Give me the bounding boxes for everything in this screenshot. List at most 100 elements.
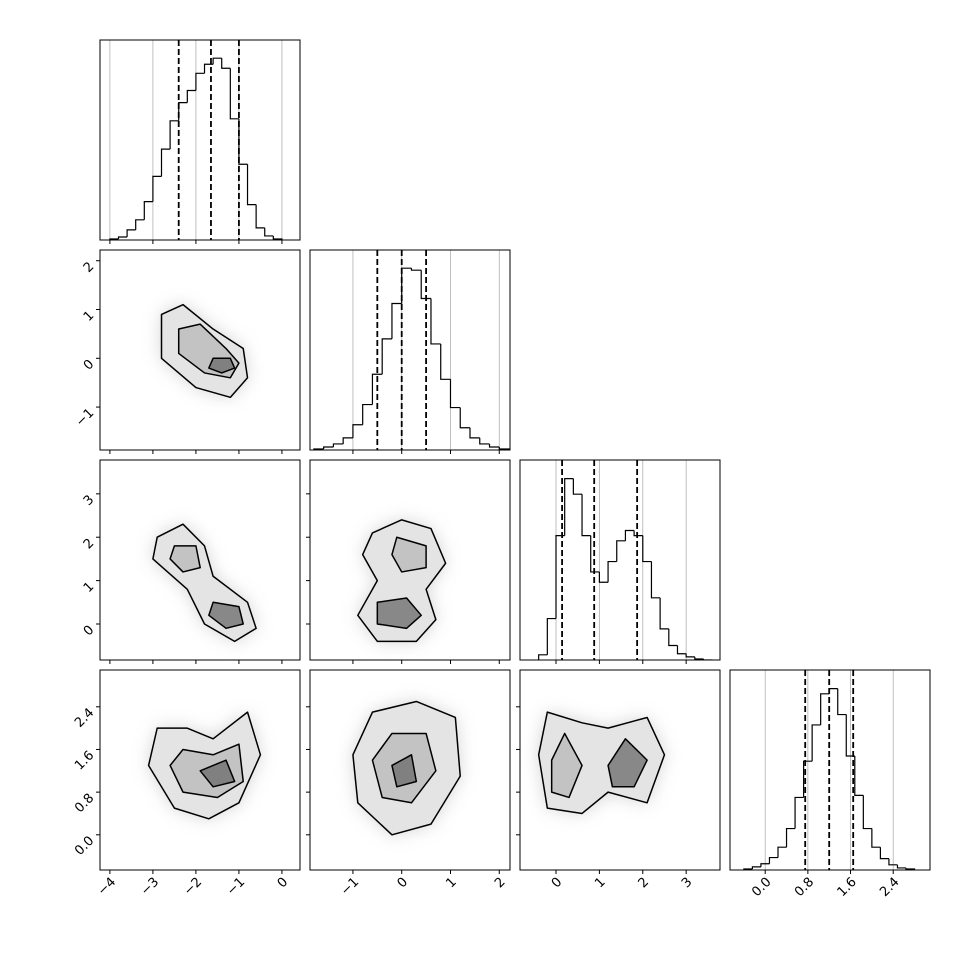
- hist-bin: [564, 478, 574, 536]
- contour: [208, 357, 236, 374]
- x-tick-label: −2: [181, 875, 205, 899]
- panel-frame: [99, 249, 301, 451]
- x-tick-label: −3: [138, 875, 162, 899]
- hist-bin: [479, 437, 490, 445]
- hist-bin: [803, 760, 813, 798]
- hist-bin: [668, 628, 678, 647]
- density: [152, 523, 257, 643]
- hist-bin: [768, 856, 778, 864]
- hist-bin: [117, 236, 128, 239]
- y-tick-label: 2: [81, 259, 97, 275]
- hist-bin: [837, 688, 847, 716]
- panel: [160, 303, 249, 399]
- contour: [199, 759, 236, 788]
- x-tick-label: 2.4: [877, 875, 902, 900]
- panel-frame: [309, 669, 511, 871]
- x-tick-label: 0: [549, 875, 565, 891]
- hist-bin: [642, 535, 652, 563]
- x-tick-label: 1: [443, 875, 459, 891]
- hist-bin: [811, 724, 821, 762]
- hist-bin: [828, 688, 838, 694]
- hist-bin: [555, 535, 565, 619]
- contour: [391, 536, 427, 573]
- y-tick-label: −1: [73, 406, 97, 430]
- hist-bin: [186, 89, 196, 103]
- hist-bin: [488, 443, 500, 448]
- x-tick-label: −1: [338, 875, 362, 899]
- hist-bin: [879, 847, 889, 860]
- panel-frame: [309, 249, 511, 451]
- density: [357, 519, 447, 643]
- density: [352, 700, 461, 836]
- contour: [376, 597, 422, 630]
- hist-bin: [332, 443, 344, 447]
- hist-bin: [238, 118, 248, 165]
- contour: [607, 738, 648, 788]
- hist-bin: [538, 654, 548, 660]
- hist-bin: [616, 540, 626, 562]
- hist-bin: [905, 867, 916, 870]
- panel-frame: [309, 459, 511, 661]
- panel-frame: [99, 459, 301, 661]
- hist-bin: [633, 530, 643, 537]
- hist-bin: [401, 267, 412, 304]
- hist-bin: [694, 656, 704, 660]
- x-tick-label: 0: [395, 875, 411, 891]
- hist-bin: [342, 437, 353, 444]
- hist-bin: [624, 529, 635, 541]
- hist-bin: [598, 571, 609, 583]
- panel: [357, 519, 447, 643]
- x-tick-label: −4: [95, 875, 119, 899]
- hist-bin: [871, 828, 881, 848]
- hist-bin: [246, 164, 257, 206]
- y-tick-label: 1.6: [72, 748, 97, 773]
- y-tick-label: 1: [81, 308, 97, 324]
- x-tick-label: −1: [224, 875, 248, 899]
- panel: [538, 460, 713, 660]
- hist-bin: [785, 827, 796, 848]
- x-tick-label: 0.8: [792, 875, 817, 900]
- hist-bin: [381, 338, 392, 375]
- hist-bin: [178, 102, 188, 121]
- x-tick-label: 3: [679, 875, 695, 891]
- panel: [313, 250, 510, 450]
- density: [160, 303, 249, 399]
- hist-bin: [410, 268, 422, 271]
- panel-frame: [99, 39, 301, 241]
- y-tick-label: 2.4: [72, 705, 97, 730]
- hist-bin: [352, 424, 363, 438]
- hist-bin: [420, 270, 431, 300]
- hist-bin: [676, 645, 687, 655]
- contour: [391, 754, 418, 788]
- panel: [152, 523, 257, 643]
- hist-bin: [469, 427, 480, 439]
- hist-bin: [659, 597, 669, 630]
- hist-bin: [896, 864, 906, 869]
- hist-bin: [777, 846, 787, 858]
- contour: [169, 545, 201, 573]
- hist-bin: [820, 693, 830, 725]
- hist-bin: [449, 379, 461, 409]
- hist-bin: [169, 120, 179, 150]
- hist-bin: [845, 714, 855, 757]
- panel: [109, 40, 283, 240]
- hist-bin: [498, 446, 510, 450]
- hist-bin: [794, 796, 804, 829]
- panel-frame: [729, 669, 931, 871]
- y-tick-label: 0.0: [72, 833, 97, 858]
- panel: [743, 670, 916, 870]
- hist-bin: [751, 866, 761, 869]
- hist-bin: [581, 494, 591, 537]
- panel: [352, 700, 461, 836]
- hist-bin: [229, 68, 239, 120]
- hist-bin: [685, 653, 695, 658]
- hist-bin: [212, 57, 222, 65]
- contour: [550, 732, 583, 799]
- x-tick-label: 0.0: [749, 875, 774, 900]
- x-tick-label: 1: [592, 875, 608, 891]
- x-tick-label: 2: [636, 875, 652, 891]
- hist-bin: [391, 302, 402, 339]
- hist-bin: [143, 201, 153, 220]
- hist-bin: [650, 561, 661, 599]
